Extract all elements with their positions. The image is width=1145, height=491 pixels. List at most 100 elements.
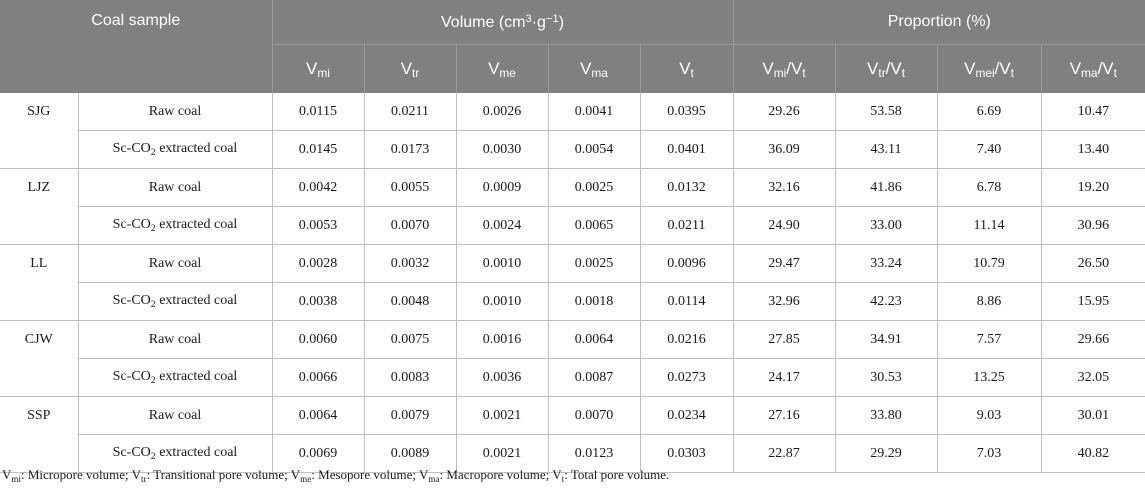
vt-cell: 0.0234 bbox=[639, 396, 734, 435]
vmi-vt-cell: 22.87 bbox=[732, 434, 836, 473]
vtr-cell: 0.0075 bbox=[363, 320, 456, 359]
vtr-vt-cell: 33.80 bbox=[834, 396, 938, 435]
vma-vt-cell: 15.95 bbox=[1040, 282, 1145, 321]
vma-cell: 0.0070 bbox=[547, 396, 640, 435]
col-header-vma: Vma bbox=[547, 44, 640, 93]
vtr-vt-cell: 33.24 bbox=[834, 244, 938, 283]
condition-cell: Raw coal bbox=[77, 396, 272, 435]
vtr-vt-cell: 34.91 bbox=[834, 320, 938, 359]
condition-cell: Raw coal bbox=[77, 168, 272, 207]
vtr-cell: 0.0173 bbox=[363, 130, 456, 169]
vme-cell: 0.0030 bbox=[455, 130, 548, 169]
condition-cell: Sc-CO2 extracted coal bbox=[77, 206, 272, 245]
vma-cell: 0.0065 bbox=[547, 206, 640, 245]
vma-cell: 0.0018 bbox=[547, 282, 640, 321]
vmi-cell: 0.0053 bbox=[271, 206, 364, 245]
vmei-vt-cell: 8.86 bbox=[936, 282, 1042, 321]
condition-cell: Sc-CO2 extracted coal bbox=[77, 282, 272, 321]
vma-cell: 0.0064 bbox=[547, 320, 640, 359]
vme-cell: 0.0021 bbox=[455, 396, 548, 435]
sample-name: SSP bbox=[0, 396, 78, 473]
vma-vt-cell: 30.96 bbox=[1040, 206, 1145, 245]
vma-vt-cell: 40.82 bbox=[1040, 434, 1145, 473]
vtr-cell: 0.0083 bbox=[363, 358, 456, 397]
vt-cell: 0.0211 bbox=[639, 206, 734, 245]
vtr-cell: 0.0048 bbox=[363, 282, 456, 321]
vmi-cell: 0.0069 bbox=[271, 434, 364, 473]
vme-cell: 0.0026 bbox=[455, 93, 548, 131]
vmi-cell: 0.0028 bbox=[271, 244, 364, 283]
table-row: LJZ Raw coal 0.0042 0.0055 0.0009 0.0025… bbox=[0, 168, 1145, 245]
sample-name: SJG bbox=[0, 93, 78, 169]
col-header-vme: Vme bbox=[455, 44, 548, 93]
vma-vt-cell: 29.66 bbox=[1040, 320, 1145, 359]
vme-cell: 0.0024 bbox=[455, 206, 548, 245]
vme-cell: 0.0016 bbox=[455, 320, 548, 359]
vmi-vt-cell: 32.16 bbox=[732, 168, 836, 207]
vmi-vt-cell: 24.90 bbox=[732, 206, 836, 245]
table-row: Sc-CO2 extracted coal 0.0038 0.0048 0.00… bbox=[0, 282, 1145, 321]
vme-cell: 0.0021 bbox=[455, 434, 548, 473]
vmei-vt-cell: 6.78 bbox=[936, 168, 1042, 207]
vmei-vt-cell: 7.40 bbox=[936, 130, 1042, 169]
vma-cell: 0.0025 bbox=[547, 168, 640, 207]
vmei-vt-cell: 7.57 bbox=[936, 320, 1042, 359]
vtr-vt-cell: 29.29 bbox=[834, 434, 938, 473]
vtr-cell: 0.0211 bbox=[363, 93, 456, 131]
vme-cell: 0.0010 bbox=[455, 244, 548, 283]
vmi-vt-cell: 24.17 bbox=[732, 358, 836, 397]
table-row: Sc-CO2 extracted coal 0.0066 0.0083 0.00… bbox=[0, 358, 1145, 397]
col-header-vtr-vt: Vtr/Vt bbox=[834, 44, 938, 93]
vmei-vt-cell: 11.14 bbox=[936, 206, 1042, 245]
vtr-vt-cell: 53.58 bbox=[834, 93, 938, 131]
proportion-group-header: Proportion (%) bbox=[733, 0, 1145, 45]
vmi-cell: 0.0038 bbox=[271, 282, 364, 321]
vmi-cell: 0.0066 bbox=[271, 358, 364, 397]
vtr-vt-cell: 41.86 bbox=[834, 168, 938, 207]
col-header-vtr: Vtr bbox=[363, 44, 456, 93]
vt-cell: 0.0216 bbox=[639, 320, 734, 359]
vmei-vt-cell: 6.69 bbox=[936, 93, 1042, 131]
vmi-cell: 0.0042 bbox=[271, 168, 364, 207]
vmei-vt-cell: 9.03 bbox=[936, 396, 1042, 435]
vtr-vt-cell: 30.53 bbox=[834, 358, 938, 397]
vt-cell: 0.0114 bbox=[639, 282, 734, 321]
vtr-vt-cell: 42.23 bbox=[834, 282, 938, 321]
sample-name: CJW bbox=[0, 320, 78, 397]
table-row: LL Raw coal 0.0028 0.0032 0.0010 0.0025 … bbox=[0, 244, 1145, 321]
vt-cell: 0.0303 bbox=[639, 434, 734, 473]
vmi-vt-cell: 36.09 bbox=[732, 130, 836, 169]
vmi-cell: 0.0064 bbox=[271, 396, 364, 435]
condition-cell: Raw coal bbox=[77, 320, 272, 359]
table-row: SJG Raw coal 0.0115 0.0211 0.0026 0.0041… bbox=[0, 93, 1145, 169]
vt-cell: 0.0132 bbox=[639, 168, 734, 207]
col-header-vmei-vt: Vmei/Vt bbox=[936, 44, 1042, 93]
table-row: SSP Raw coal 0.0064 0.0079 0.0021 0.0070… bbox=[0, 396, 1145, 473]
vmi-cell: 0.0060 bbox=[271, 320, 364, 359]
vtr-cell: 0.0079 bbox=[363, 396, 456, 435]
col-header-vt: Vt bbox=[639, 44, 734, 93]
vt-cell: 0.0395 bbox=[639, 93, 734, 131]
col-header-vmi: Vmi bbox=[271, 44, 364, 93]
vmi-vt-cell: 29.26 bbox=[732, 93, 836, 131]
coal-sample-header: Coal sample bbox=[0, 0, 273, 93]
condition-cell: Sc-CO2 extracted coal bbox=[77, 434, 272, 473]
vme-cell: 0.0010 bbox=[455, 282, 548, 321]
vtr-cell: 0.0070 bbox=[363, 206, 456, 245]
vmi-vt-cell: 32.96 bbox=[732, 282, 836, 321]
col-header-vmi-vt: Vmi/Vt bbox=[732, 44, 836, 93]
vme-cell: 0.0036 bbox=[455, 358, 548, 397]
vma-cell: 0.0123 bbox=[547, 434, 640, 473]
vtr-vt-cell: 33.00 bbox=[834, 206, 938, 245]
volume-group-header: Volume (cm3·g−1) bbox=[272, 0, 734, 45]
table-row: Sc-CO2 extracted coal 0.0145 0.0173 0.00… bbox=[0, 130, 1145, 169]
vtr-cell: 0.0089 bbox=[363, 434, 456, 473]
condition-cell: Raw coal bbox=[77, 244, 272, 283]
table-row: Sc-CO2 extracted coal 0.0053 0.0070 0.00… bbox=[0, 206, 1145, 245]
vtr-cell: 0.0032 bbox=[363, 244, 456, 283]
vma-cell: 0.0054 bbox=[547, 130, 640, 169]
vma-cell: 0.0087 bbox=[547, 358, 640, 397]
condition-cell: Raw coal bbox=[77, 93, 272, 131]
vma-vt-cell: 32.05 bbox=[1040, 358, 1145, 397]
sample-name: LL bbox=[0, 244, 78, 321]
